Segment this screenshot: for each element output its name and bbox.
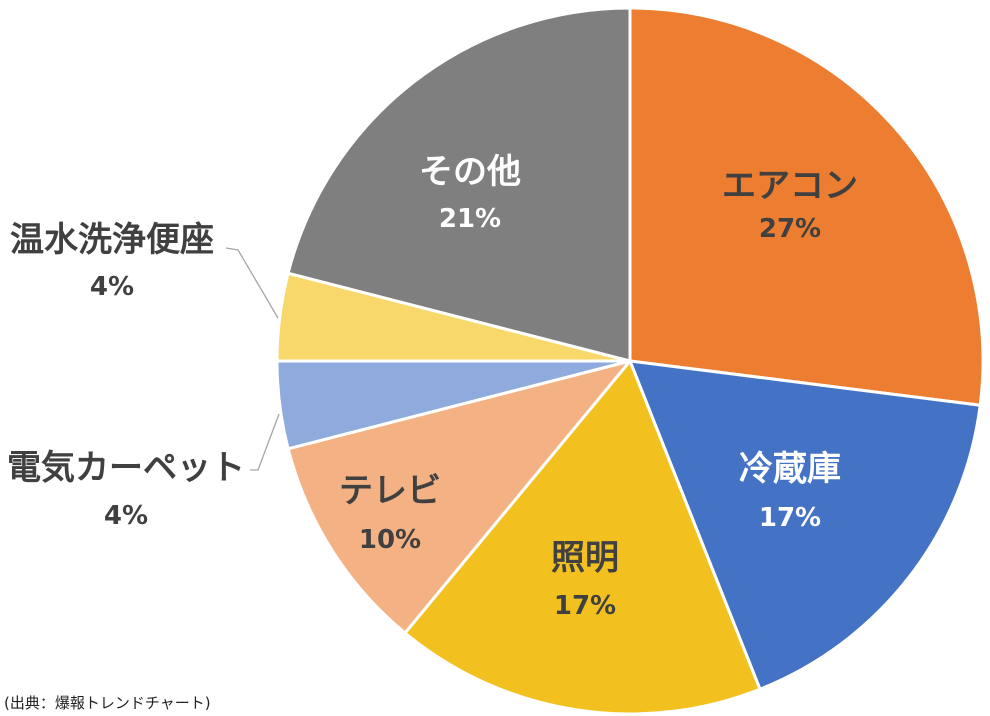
- category-label-air-conditioner: エアコン: [722, 166, 858, 206]
- percent-label-tv: 10%: [359, 525, 421, 555]
- leader-line-electric-carpet: [250, 413, 280, 471]
- category-label-electric-carpet: 電気カーペット: [7, 448, 245, 488]
- slice-other: [286, 6, 632, 363]
- category-label-other: その他: [419, 152, 521, 192]
- pie-slices: [275, 6, 985, 716]
- category-label-tv: テレビ: [339, 471, 441, 511]
- leader-lines: [225, 247, 280, 471]
- data-label-refrigerator: 冷蔵庫 17%: [739, 449, 841, 533]
- category-label-bidet-toilet-seat: 温水洗浄便座: [10, 220, 214, 260]
- percent-label-other: 21%: [439, 204, 501, 234]
- data-label-other: その他 21%: [419, 152, 521, 234]
- source-caption: (出典：爆報トレンドチャート): [4, 694, 211, 712]
- slice-tv: [286, 359, 632, 635]
- slice-air-conditioner: [628, 6, 985, 407]
- percent-label-bidet-toilet-seat: 4%: [90, 272, 134, 302]
- category-label-lighting: 照明: [551, 538, 619, 578]
- data-label-electric-carpet: 電気カーペット 4%: [7, 448, 245, 531]
- data-label-tv: テレビ 10%: [339, 471, 441, 555]
- percent-label-air-conditioner: 27%: [759, 214, 821, 244]
- data-labels: エアコン 27% 冷蔵庫 17% 照明 17% テレビ 10% 電気カーペット 4% 温水洗浄便座 4…: [7, 152, 858, 621]
- slice-lighting: [403, 359, 762, 716]
- leader-line-bidet-toilet-seat: [225, 247, 279, 319]
- percent-label-refrigerator: 17%: [759, 503, 821, 533]
- data-label-lighting: 照明 17%: [551, 538, 619, 621]
- percent-label-electric-carpet: 4%: [104, 501, 148, 531]
- percent-label-lighting: 17%: [554, 591, 616, 621]
- data-label-bidet-toilet-seat: 温水洗浄便座 4%: [10, 220, 214, 302]
- category-label-refrigerator: 冷蔵庫: [739, 449, 841, 489]
- slice-refrigerator: [628, 359, 982, 691]
- data-label-air-conditioner: エアコン 27%: [722, 166, 858, 244]
